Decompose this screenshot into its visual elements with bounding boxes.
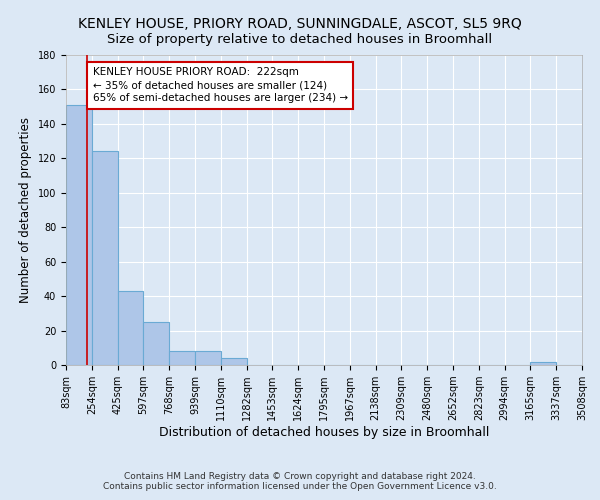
- Bar: [66, 105, 92, 365]
- X-axis label: Distribution of detached houses by size in Broomhall: Distribution of detached houses by size …: [159, 426, 489, 439]
- Text: Contains HM Land Registry data © Crown copyright and database right 2024.: Contains HM Land Registry data © Crown c…: [124, 472, 476, 481]
- Bar: [221, 358, 247, 365]
- Y-axis label: Number of detached properties: Number of detached properties: [19, 117, 32, 303]
- Bar: [195, 351, 221, 365]
- Text: KENLEY HOUSE PRIORY ROAD:  222sqm
← 35% of detached houses are smaller (124)
65%: KENLEY HOUSE PRIORY ROAD: 222sqm ← 35% o…: [92, 67, 347, 104]
- Bar: [169, 351, 195, 365]
- Text: Size of property relative to detached houses in Broomhall: Size of property relative to detached ho…: [107, 32, 493, 46]
- Text: Contains public sector information licensed under the Open Government Licence v3: Contains public sector information licen…: [103, 482, 497, 491]
- Bar: [530, 362, 556, 365]
- Text: KENLEY HOUSE, PRIORY ROAD, SUNNINGDALE, ASCOT, SL5 9RQ: KENLEY HOUSE, PRIORY ROAD, SUNNINGDALE, …: [78, 18, 522, 32]
- Bar: [118, 291, 143, 365]
- Bar: [92, 152, 118, 365]
- Bar: [143, 322, 169, 365]
